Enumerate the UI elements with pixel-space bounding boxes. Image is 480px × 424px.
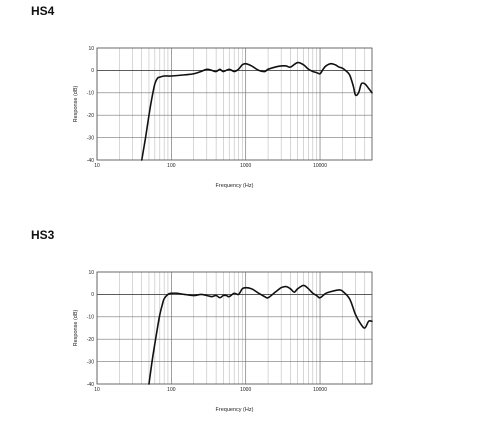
x-tick-label: 10000 — [313, 387, 327, 393]
y-axis-label: Response (dB) — [73, 309, 79, 346]
y-tick-label: -10 — [87, 315, 94, 321]
response-curve — [148, 284, 373, 385]
y-tick-label: 10 — [88, 46, 94, 52]
y-tick-label: 0 — [91, 292, 94, 298]
y-tick-label: 0 — [91, 68, 94, 74]
x-tick-label: 10 — [94, 387, 100, 393]
x-axis-label: Frequency (Hz) — [216, 407, 254, 413]
plot-frame — [96, 271, 373, 385]
grid — [96, 271, 373, 385]
y-tick-label: -40 — [87, 158, 94, 164]
y-tick-label: -20 — [87, 113, 94, 119]
x-tick-label: 10 — [94, 163, 100, 169]
y-tick-label: -20 — [87, 337, 94, 343]
y-tick-label: 10 — [88, 270, 94, 276]
x-tick-label: 100 — [167, 387, 176, 393]
y-tick-label: -30 — [87, 135, 94, 141]
x-tick-label: 100 — [167, 163, 176, 169]
plot-frame — [96, 47, 373, 161]
x-tick-label: 10000 — [313, 163, 327, 169]
y-axis-label: Response (dB) — [73, 85, 79, 122]
x-axis-label: Frequency (Hz) — [216, 183, 254, 189]
y-tick-label: -40 — [87, 382, 94, 388]
y-tick-label: -30 — [87, 359, 94, 365]
response-curve — [140, 61, 373, 161]
y-tick-label: -10 — [87, 91, 94, 97]
x-tick-label: 1000 — [240, 163, 251, 169]
grid — [96, 47, 373, 161]
chart-title-hs3: HS3 — [31, 228, 55, 242]
chart-title-hs4: HS4 — [31, 4, 55, 18]
x-tick-label: 1000 — [240, 387, 251, 393]
